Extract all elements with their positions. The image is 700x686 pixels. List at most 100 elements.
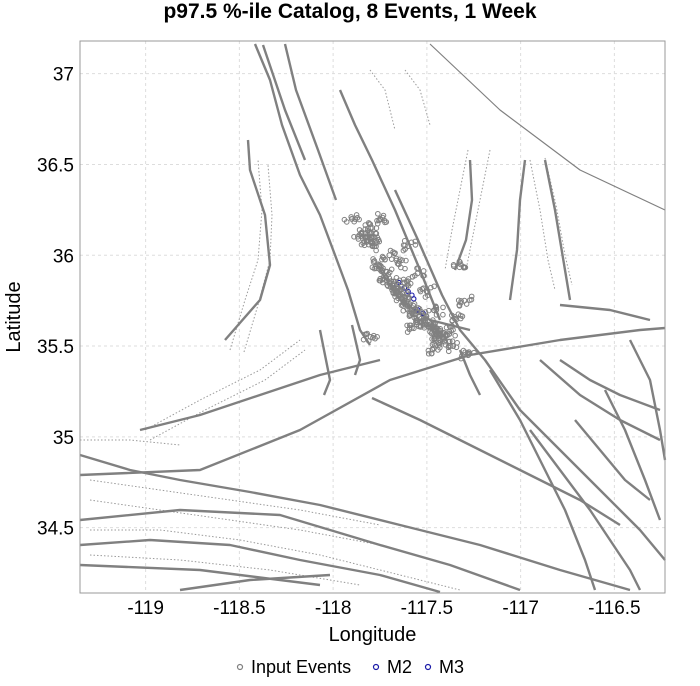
event-point-input — [462, 264, 469, 271]
event-point-input — [405, 296, 412, 302]
event-point-input — [450, 262, 457, 268]
event-point-input — [382, 219, 388, 226]
fault-trace — [369, 69, 396, 131]
event-point-input — [458, 312, 464, 319]
fault-trace — [79, 538, 441, 594]
chart-title: p97.5 %-ile Catalog, 8 Events, 1 Week — [163, 0, 537, 23]
event-point-input — [391, 286, 397, 292]
event-point-input — [415, 265, 421, 271]
event-point-input — [412, 238, 419, 245]
event-point-input — [453, 344, 460, 351]
event-point-input — [471, 349, 477, 356]
event-point-input — [373, 225, 380, 231]
event-point-input — [433, 303, 439, 310]
event-point-input — [425, 292, 431, 299]
event-point-input — [373, 247, 379, 254]
event-point-input — [449, 338, 456, 345]
event-point-input — [376, 262, 383, 268]
fault-trace — [529, 429, 642, 591]
x-tick-label: -117.5 — [401, 598, 453, 619]
event-point-input — [353, 212, 360, 218]
event-point-input — [402, 246, 408, 252]
event-point-input — [404, 322, 410, 329]
event-point-input — [398, 283, 405, 290]
fault-trace — [508, 159, 527, 301]
y-tick-label: 35 — [53, 428, 74, 449]
event-point-input — [382, 256, 388, 263]
legend: Input Events M2 M3 — [236, 657, 464, 677]
event-point-input — [396, 290, 403, 297]
event-point-input — [351, 218, 358, 225]
event-point-input — [412, 306, 419, 313]
event-point-input — [421, 272, 427, 279]
fault-trace — [544, 157, 573, 286]
fault-trace — [393, 189, 666, 561]
event-point-input — [394, 281, 400, 287]
event-point-input — [366, 221, 373, 227]
event-point-input — [432, 328, 439, 334]
event-point-input — [416, 306, 423, 312]
event-point-input — [431, 322, 438, 329]
event-point-input — [440, 304, 446, 311]
x-tick-label: -116.5 — [588, 598, 640, 619]
event-point-input — [407, 312, 413, 318]
fault-trace — [79, 508, 521, 592]
fault-trace — [79, 326, 666, 477]
fault-trace — [89, 499, 381, 546]
fault-trace — [404, 69, 431, 126]
event-point-input — [412, 272, 418, 279]
x-tick-label: -117 — [502, 598, 539, 619]
event-point-input — [363, 234, 369, 240]
event-point-input — [452, 332, 458, 339]
y-axis-label: Latitude — [3, 281, 25, 352]
x-tick-label: -119 — [127, 598, 164, 619]
event-point-input — [351, 233, 357, 240]
event-point-input — [401, 238, 408, 244]
axis-ticks: -119 -118.5 -118 -117.5 -117 -116.5 34.5 35 35.5… — [37, 65, 641, 619]
event-point-input — [430, 317, 436, 323]
fault-trace — [488, 369, 597, 591]
event-point-input — [371, 258, 378, 264]
fault-trace — [253, 43, 371, 346]
event-point-input — [417, 287, 423, 293]
fault-trace — [559, 303, 651, 322]
y-tick-label: 34.5 — [37, 519, 74, 540]
event-point-input — [431, 283, 437, 290]
x-axis-label: Longitude — [329, 624, 417, 646]
event-point-input — [454, 340, 460, 346]
event-point-input — [377, 216, 384, 223]
event-point-input — [372, 230, 379, 236]
event-point-input — [388, 278, 394, 284]
event-point-input — [399, 293, 406, 300]
event-point-input — [437, 330, 443, 337]
event-point-input — [457, 259, 463, 265]
event-point-input — [418, 309, 425, 315]
event-point-input — [403, 278, 410, 285]
event-point-input — [425, 350, 432, 357]
y-tick-label: 35.5 — [37, 337, 74, 358]
event-point-input — [445, 348, 452, 355]
event-point-input — [398, 264, 404, 271]
fault-trace — [628, 339, 667, 461]
event-point-input — [363, 331, 370, 338]
event-point-input — [463, 301, 470, 307]
event-point-input — [379, 276, 386, 283]
event-point-input — [424, 289, 431, 295]
fault-trace — [559, 359, 661, 412]
event-point-input — [458, 355, 464, 362]
event-point-input — [405, 307, 411, 313]
event-point-input — [432, 342, 439, 349]
event-point-input — [365, 338, 372, 344]
fault-trace — [179, 573, 331, 592]
event-point-input — [375, 210, 381, 217]
event-point-m3 — [405, 288, 411, 295]
x-tick-label: -118 — [315, 598, 352, 619]
y-tick-label: 36 — [53, 246, 74, 267]
event-points — [341, 210, 477, 362]
fault-trace — [283, 43, 338, 201]
event-point-input — [428, 284, 434, 291]
fault-trace — [574, 419, 651, 501]
event-point-input — [423, 315, 429, 321]
event-point-input — [374, 217, 380, 224]
